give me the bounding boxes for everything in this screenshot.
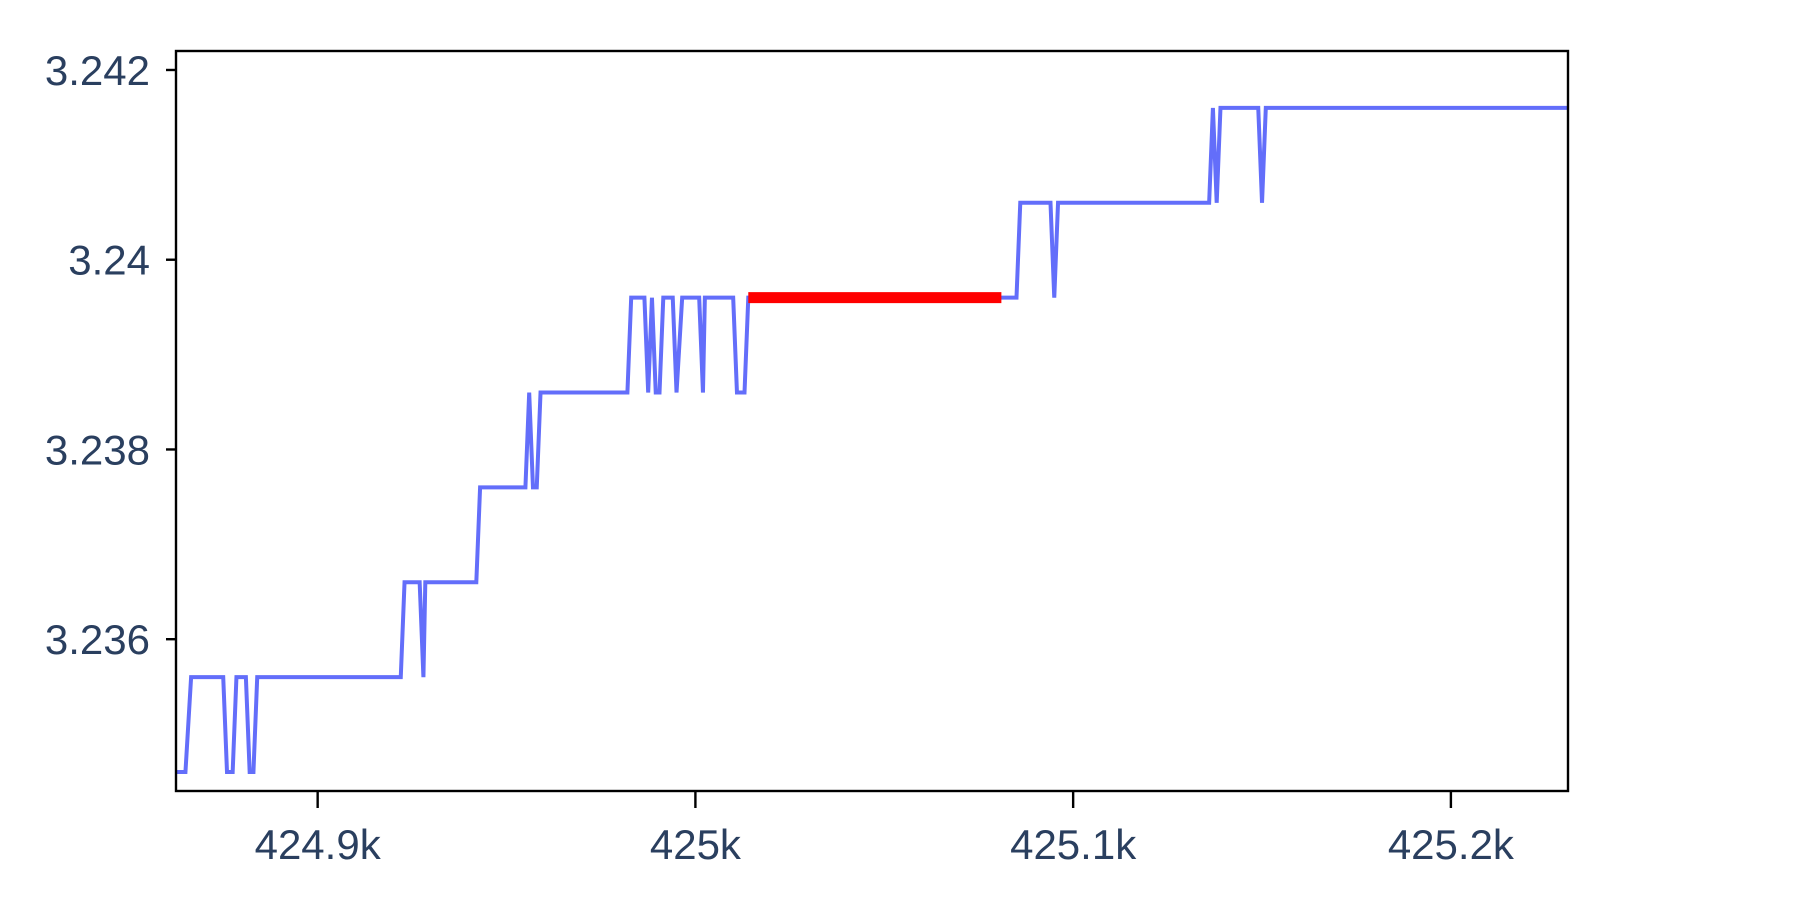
plot-frame [174,49,1570,793]
y-tick-label: 3.24 [68,237,150,284]
x-axis: 424.9k 425k 425.1k 425.2k [255,791,1515,868]
y-axis: 3.236 3.238 3.24 3.242 [45,47,176,663]
x-tick-label: 425.1k [1010,821,1137,868]
x-tick-label: 425.2k [1388,821,1515,868]
series-layer [176,105,1568,775]
x-tick-label: 425k [650,821,742,868]
y-tick-label: 3.236 [45,616,150,663]
y-tick-label: 3.242 [45,47,150,94]
x-tick-label: 424.9k [255,821,382,868]
y-tick-label: 3.238 [45,426,150,473]
series-1-line [176,105,1568,775]
plot-area-background [176,51,1568,791]
